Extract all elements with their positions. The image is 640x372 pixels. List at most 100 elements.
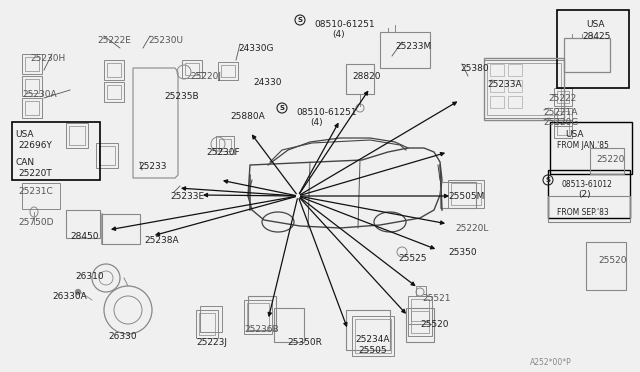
Text: 25505: 25505 [358,346,387,355]
Bar [484,58,564,120]
Text: S: S [298,17,303,23]
Bar [550,122,632,174]
Bar [102,214,140,244]
Bar [66,210,100,238]
Text: 28450: 28450 [70,232,99,241]
Bar [199,313,215,335]
Bar [182,60,202,78]
Bar [408,308,432,336]
Text: 25505M: 25505M [448,192,484,201]
Bar [218,62,238,80]
Bar [104,60,124,80]
Bar [221,65,235,77]
Text: 25230H: 25230H [30,54,65,63]
Text: (4): (4) [310,118,323,127]
Text: 24330: 24330 [253,78,282,87]
Text: 25230F: 25230F [206,148,239,157]
Bar [554,120,572,138]
Text: 25222: 25222 [548,94,576,103]
Text: 25220: 25220 [596,155,625,164]
Bar [557,10,629,88]
Bar [554,108,572,126]
Bar [557,123,569,135]
Bar [355,319,391,353]
Text: 25221A: 25221A [543,108,577,117]
Text: 08513-61012: 08513-61012 [562,180,613,189]
Bar [557,111,569,123]
Bar [274,308,304,342]
Bar [406,308,434,342]
Bar [557,91,569,103]
Text: USA: USA [565,130,584,139]
Text: 25230U: 25230U [148,36,183,45]
Text: 25750D: 25750D [18,218,54,227]
Text: 25525: 25525 [398,254,426,263]
Text: 26330A: 26330A [52,292,87,301]
Bar [346,64,374,94]
Bar [484,60,564,118]
Bar [12,122,100,180]
Bar [490,80,504,92]
Bar [22,98,42,118]
Bar [411,299,429,321]
Bar [244,300,272,334]
Text: 25220J: 25220J [190,72,221,81]
Text: (2): (2) [578,190,591,199]
Text: 08510-61251: 08510-61251 [296,108,356,117]
Text: 25521: 25521 [422,294,451,303]
Text: 25220L: 25220L [455,224,488,233]
Bar [487,63,561,115]
Bar [96,143,118,168]
Bar [508,80,522,92]
Text: 25230A: 25230A [22,90,56,99]
Bar [219,139,231,151]
Bar [490,64,504,76]
Bar [590,148,624,174]
Text: 08510-61251: 08510-61251 [314,20,374,29]
Bar [25,79,39,93]
Bar [185,63,199,75]
Text: 25233M: 25233M [395,42,431,51]
Text: 26330: 26330 [108,332,136,341]
Bar [247,303,269,331]
Bar [586,242,626,290]
Bar [416,286,426,296]
Bar [508,64,522,76]
Text: 25380: 25380 [460,64,488,73]
Text: 25233: 25233 [138,162,166,171]
Text: 25233A: 25233A [487,80,522,89]
Text: 25223J: 25223J [196,338,227,347]
Bar [564,38,610,72]
Text: 25233E: 25233E [170,192,204,201]
Bar [22,183,60,209]
Bar [411,311,429,333]
Text: 25220G: 25220G [543,118,579,127]
Text: 25520: 25520 [598,256,627,265]
Bar [508,96,522,108]
Bar [22,54,42,74]
Bar [380,32,430,68]
Bar [554,88,572,106]
Text: 25350R: 25350R [287,338,322,347]
Bar [107,63,121,77]
Text: USA: USA [15,130,33,139]
Bar [408,296,432,324]
Text: USA: USA [586,20,605,29]
Bar [548,170,630,218]
Bar [440,182,476,208]
Text: FROM SEP.'83: FROM SEP.'83 [557,208,609,217]
Text: 25880A: 25880A [230,112,265,121]
Bar [25,101,39,115]
Text: 22696Y: 22696Y [18,141,52,150]
Bar [22,76,42,96]
Text: A252*00*P: A252*00*P [530,358,572,367]
Bar [451,183,481,205]
Bar [104,82,124,102]
Bar [490,96,504,108]
Bar [107,85,121,99]
Text: 25520: 25520 [420,320,449,329]
Text: 25231C: 25231C [18,187,52,196]
Bar [99,146,115,165]
Bar [548,196,630,222]
Text: 25350: 25350 [448,248,477,257]
